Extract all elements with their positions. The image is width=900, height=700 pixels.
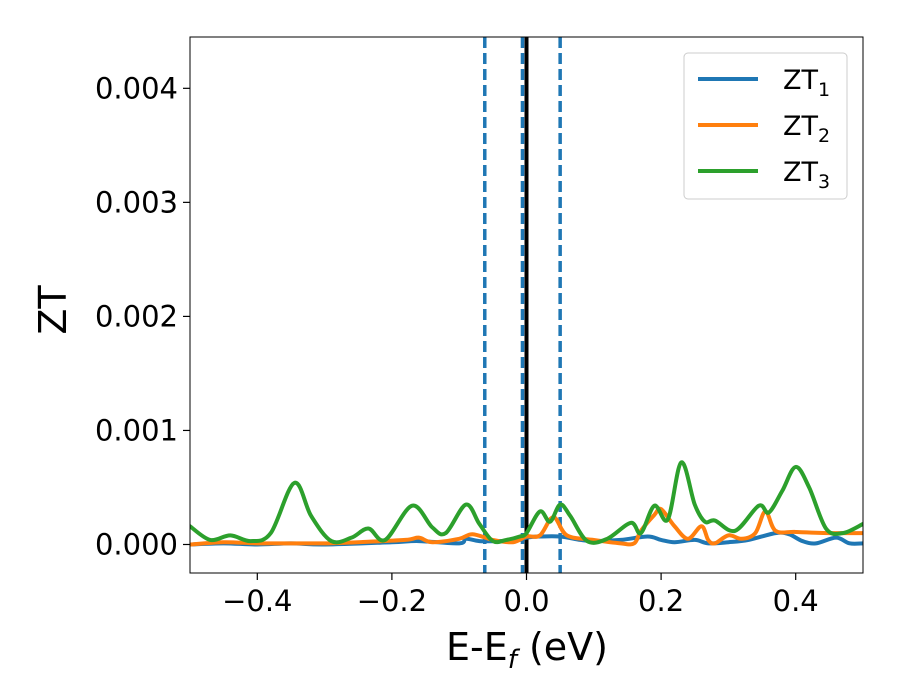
series-lines: [190, 460, 863, 547]
y-axis: 0.000 0.001 0.002 0.003 0.004: [95, 71, 190, 561]
x-tick-label: 0.0: [503, 584, 549, 618]
y-axis-label: ZT: [31, 285, 75, 335]
x-tick-label: −0.2: [357, 584, 427, 618]
legend-box: [683, 52, 848, 200]
y-tick-label: 0.000: [95, 527, 178, 561]
series-line-zt3: [190, 460, 863, 545]
x-tick-label: 0.2: [638, 584, 684, 618]
x-axis-label-unit: (eV): [517, 625, 608, 669]
x-axis-label: E-Ef (eV): [446, 625, 608, 675]
x-tick-label: −0.4: [222, 584, 292, 618]
y-tick-label: 0.004: [95, 71, 178, 105]
x-axis: −0.4 −0.2 0.0 0.2 0.4: [222, 573, 819, 618]
series-line-zt2: [190, 506, 863, 547]
y-tick-label: 0.003: [95, 185, 178, 219]
legend-label-zt1: ZT1: [783, 65, 830, 101]
legend-label-zt3: ZT3: [783, 157, 830, 193]
legend-label-zt2: ZT2: [783, 111, 830, 147]
y-tick-label: 0.001: [95, 413, 178, 447]
x-tick-label: 0.4: [773, 584, 819, 618]
legend: ZT1 ZT2 ZT3: [683, 52, 848, 200]
reference-lines: [483, 37, 562, 573]
y-tick-label: 0.002: [95, 299, 178, 333]
